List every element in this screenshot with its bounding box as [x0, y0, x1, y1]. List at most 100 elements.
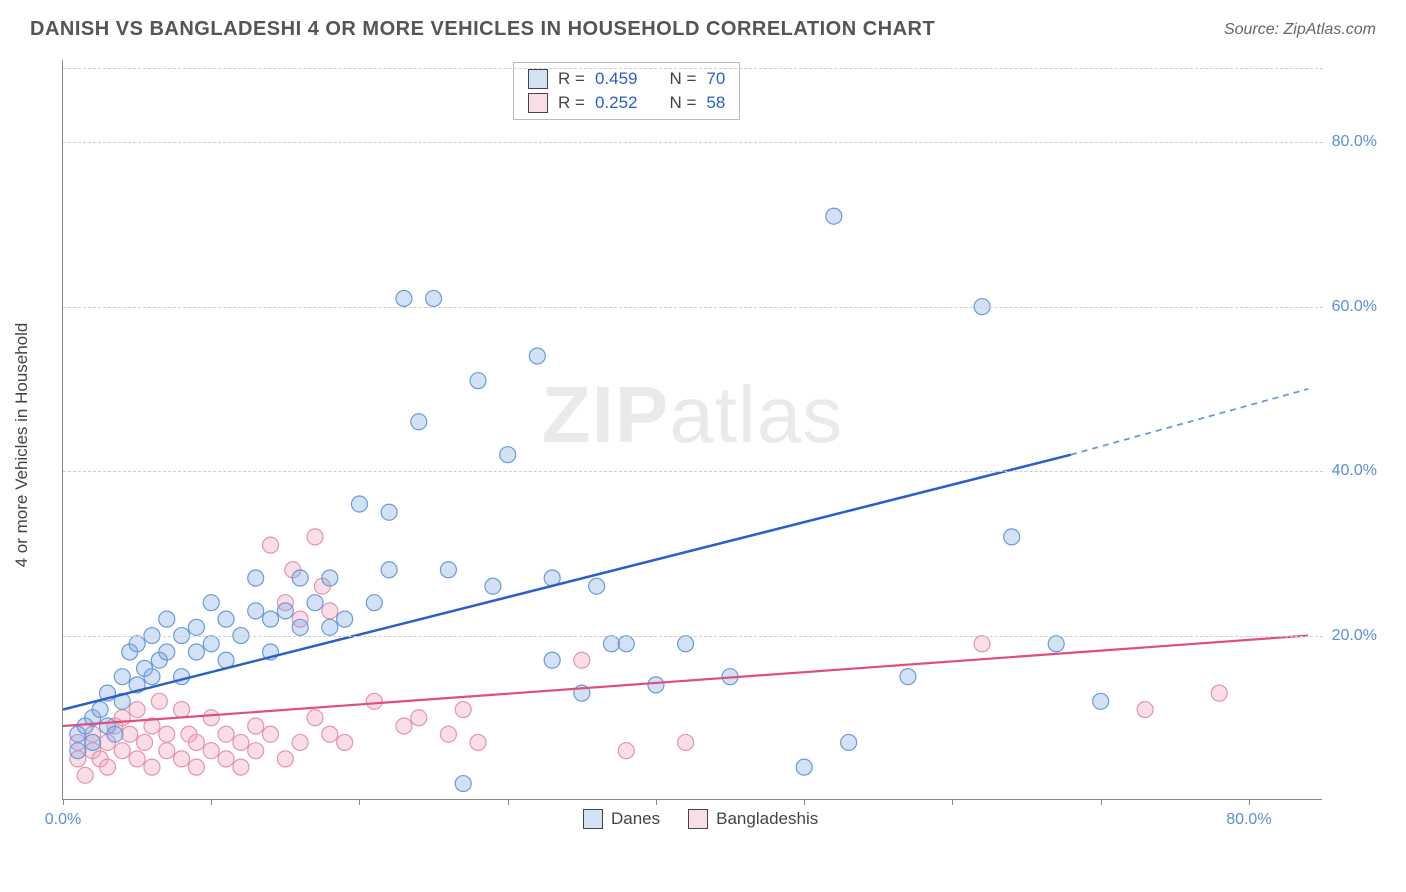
data-point — [1048, 636, 1064, 652]
data-point — [263, 726, 279, 742]
data-point — [277, 751, 293, 767]
data-point — [485, 578, 501, 594]
data-point — [114, 669, 130, 685]
data-point — [203, 636, 219, 652]
data-point — [322, 570, 338, 586]
data-point — [203, 710, 219, 726]
data-point — [381, 562, 397, 578]
data-point — [366, 693, 382, 709]
data-point — [307, 529, 323, 545]
trend-line-danes — [63, 455, 1071, 710]
data-point — [1004, 529, 1020, 545]
data-point — [99, 759, 115, 775]
legend-item-bang: Bangladeshis — [688, 809, 818, 829]
data-point — [114, 710, 130, 726]
data-point — [292, 570, 308, 586]
data-point — [322, 726, 338, 742]
y-tick-label: 20.0% — [1332, 627, 1377, 645]
data-point — [470, 373, 486, 389]
data-point — [337, 611, 353, 627]
data-point — [396, 718, 412, 734]
data-point — [1211, 685, 1227, 701]
data-point — [188, 644, 204, 660]
data-point — [129, 751, 145, 767]
x-tick-label: 0.0% — [45, 811, 81, 829]
x-tick-mark — [359, 799, 360, 805]
data-point — [218, 751, 234, 767]
data-point — [203, 595, 219, 611]
data-point — [574, 652, 590, 668]
legend-row-bang: R = 0.252 N = 58 — [528, 91, 725, 115]
data-point — [114, 743, 130, 759]
data-point — [678, 734, 694, 750]
plot-area: ZIPatlas R = 0.459 N = 70 R = 0.252 N = … — [62, 60, 1322, 800]
data-point — [1093, 693, 1109, 709]
data-point — [144, 759, 160, 775]
gridline — [63, 471, 1323, 472]
legend-correlation: R = 0.459 N = 70 R = 0.252 N = 58 — [513, 62, 740, 120]
data-point — [159, 644, 175, 660]
data-point — [233, 759, 249, 775]
data-point — [455, 776, 471, 792]
data-point — [1137, 702, 1153, 718]
data-point — [159, 743, 175, 759]
y-axis-label: 4 or more Vehicles in Household — [12, 323, 32, 568]
data-point — [174, 751, 190, 767]
data-point — [322, 603, 338, 619]
data-point — [188, 759, 204, 775]
data-point — [440, 562, 456, 578]
chart-title: DANISH VS BANGLADESHI 4 OR MORE VEHICLES… — [30, 18, 935, 41]
data-point — [248, 603, 264, 619]
data-point — [188, 734, 204, 750]
x-tick-mark — [508, 799, 509, 805]
legend-swatch-bang-icon — [688, 809, 708, 829]
data-point — [188, 619, 204, 635]
data-point — [248, 718, 264, 734]
data-point — [900, 669, 916, 685]
data-point — [248, 570, 264, 586]
data-point — [826, 208, 842, 224]
y-tick-label: 80.0% — [1332, 133, 1377, 151]
data-point — [203, 743, 219, 759]
gridline — [63, 307, 1323, 308]
data-point — [159, 726, 175, 742]
y-tick-label: 60.0% — [1332, 298, 1377, 316]
data-point — [455, 702, 471, 718]
data-point — [603, 636, 619, 652]
data-point — [841, 734, 857, 750]
data-point — [277, 603, 293, 619]
data-point — [292, 734, 308, 750]
data-point — [263, 611, 279, 627]
data-point — [122, 726, 138, 742]
data-point — [796, 759, 812, 775]
data-point — [129, 702, 145, 718]
data-point — [137, 734, 153, 750]
data-point — [544, 652, 560, 668]
x-tick-label: 80.0% — [1226, 811, 1271, 829]
data-point — [529, 348, 545, 364]
legend-swatch-bang — [528, 93, 548, 113]
x-tick-mark — [211, 799, 212, 805]
gridline — [63, 142, 1323, 143]
data-point — [322, 619, 338, 635]
data-point — [248, 743, 264, 759]
trend-line-danes-extrapolated — [1071, 389, 1308, 455]
data-point — [589, 578, 605, 594]
x-tick-mark — [804, 799, 805, 805]
plot-wrapper: 4 or more Vehicles in Household ZIPatlas… — [62, 60, 1372, 830]
data-point — [107, 726, 123, 742]
data-point — [292, 619, 308, 635]
data-point — [307, 595, 323, 611]
data-point — [233, 734, 249, 750]
source-credit: Source: ZipAtlas.com — [1224, 21, 1376, 39]
legend-series: Danes Bangladeshis — [583, 809, 818, 829]
data-point — [470, 734, 486, 750]
data-point — [618, 636, 634, 652]
x-tick-mark — [656, 799, 657, 805]
data-point — [92, 702, 108, 718]
data-point — [618, 743, 634, 759]
data-point — [411, 414, 427, 430]
data-point — [337, 734, 353, 750]
data-point — [77, 767, 93, 783]
data-point — [648, 677, 664, 693]
